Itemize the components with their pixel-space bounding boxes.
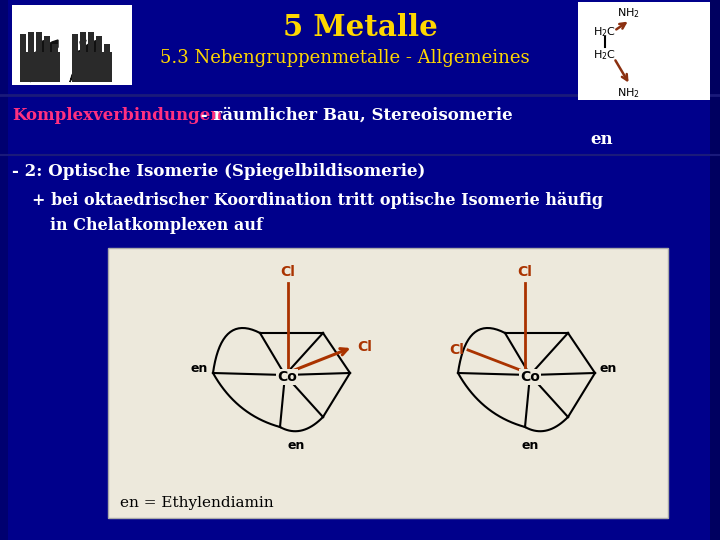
Bar	[578, 2, 710, 100]
Text: 5.3 Nebengruppenmetalle - Allgemeines: 5.3 Nebengruppenmetalle - Allgemeines	[160, 49, 530, 67]
Bar	[28, 32, 34, 52]
Text: Co: Co	[520, 370, 540, 384]
Text: + bei oktaedrischer Koordination tritt optische Isomerie häufig: + bei oktaedrischer Koordination tritt o…	[32, 191, 603, 208]
Bar	[80, 32, 86, 52]
Bar	[104, 44, 110, 60]
Bar	[52, 44, 58, 60]
Bar	[20, 34, 26, 54]
Bar	[72, 34, 78, 54]
Text: $\mathregular{H_2C}$: $\mathregular{H_2C}$	[593, 48, 616, 62]
Text: en = Ethylendiamin: en = Ethylendiamin	[120, 496, 274, 510]
Text: - räumlicher Bau, Stereoisomerie: - räumlicher Bau, Stereoisomerie	[195, 106, 513, 124]
Text: $\mathregular{H_2C}$: $\mathregular{H_2C}$	[593, 25, 616, 39]
Polygon shape	[70, 40, 98, 82]
Text: en: en	[288, 439, 305, 452]
Bar	[12, 5, 132, 85]
Text: en: en	[590, 132, 613, 148]
Text: $\mathregular{NH_2}$: $\mathregular{NH_2}$	[617, 86, 640, 100]
Text: en: en	[600, 361, 617, 375]
Text: 5 Metalle: 5 Metalle	[283, 14, 437, 43]
Bar	[44, 36, 50, 56]
Bar	[108, 248, 668, 518]
Bar	[88, 32, 94, 54]
Text: Cl: Cl	[281, 265, 295, 279]
Bar	[20, 52, 60, 82]
Bar	[710, 0, 720, 540]
Text: Co: Co	[277, 370, 297, 384]
Bar	[0, 0, 8, 540]
Text: Komplexverbindungen: Komplexverbindungen	[12, 106, 222, 124]
Bar	[36, 32, 42, 54]
Text: en: en	[191, 361, 208, 375]
Text: Cl: Cl	[449, 343, 464, 357]
Text: in Chelatkomplexen auf: in Chelatkomplexen auf	[50, 217, 263, 233]
Text: - 2: Optische Isomerie (Spiegelbildisomerie): - 2: Optische Isomerie (Spiegelbildisome…	[12, 164, 426, 180]
Text: en: en	[521, 439, 539, 452]
Text: Cl: Cl	[357, 340, 372, 354]
Text: $\mathregular{NH_2}$: $\mathregular{NH_2}$	[617, 6, 640, 20]
Bar	[96, 36, 102, 56]
Text: Cl: Cl	[518, 265, 532, 279]
Bar	[72, 52, 112, 82]
Polygon shape	[30, 40, 58, 82]
